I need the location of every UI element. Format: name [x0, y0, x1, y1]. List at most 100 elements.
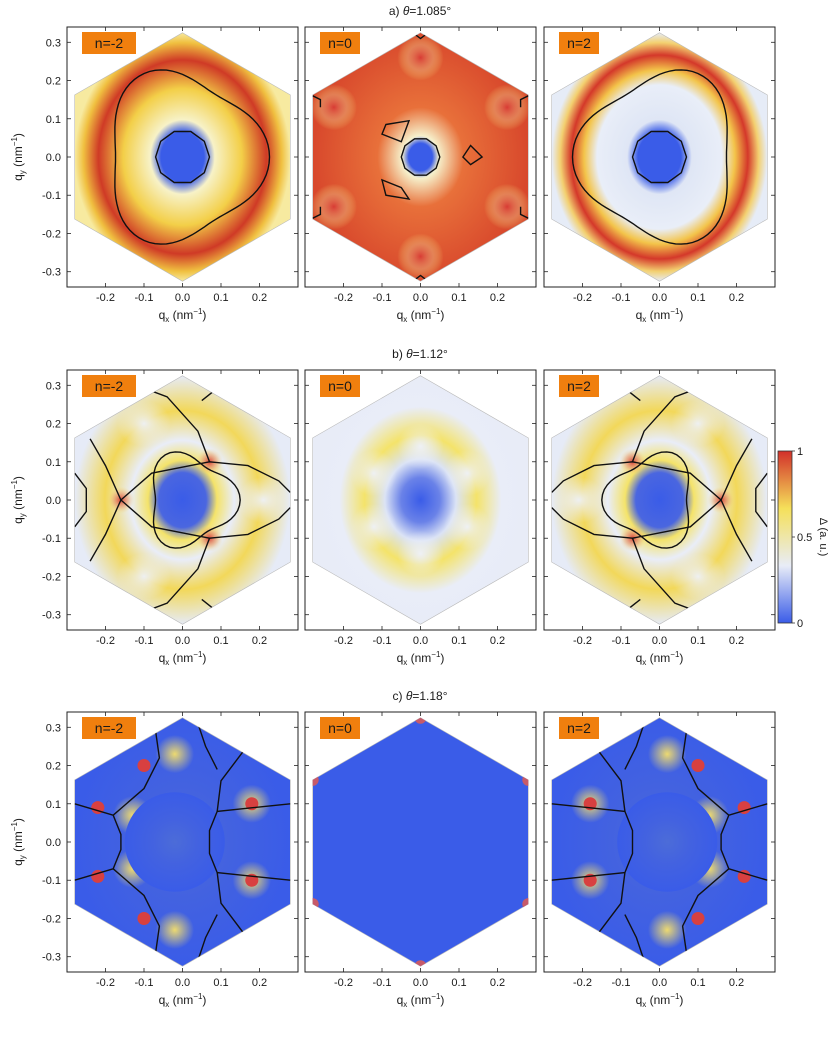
x-tick-label: -0.1: [612, 635, 631, 647]
x-tick-label: -0.2: [96, 977, 115, 989]
panel-label-badge: [82, 375, 136, 397]
heatmap-blob: [155, 910, 195, 950]
contour-line: [624, 914, 645, 961]
y-tick-label: -0.3: [42, 610, 61, 622]
panel-label-badge: [82, 32, 136, 54]
heatmap-blob: [397, 233, 444, 280]
y-tick-label: -0.2: [42, 228, 61, 240]
contour-line: [681, 730, 730, 816]
heatmap-blob: [551, 477, 606, 523]
x-tick-label: 0.1: [213, 977, 228, 989]
y-tick-label: 0.1: [46, 114, 61, 126]
contour-line: [312, 206, 322, 219]
y-tick-label: -0.3: [42, 267, 61, 279]
x-tick-label: -0.2: [573, 977, 592, 989]
heatmap-blob: [647, 734, 687, 774]
heatmap-blob: [91, 869, 105, 883]
x-tick-label: 0.0: [175, 977, 190, 989]
heatmap-hexagon: [312, 375, 529, 625]
contour-line: [461, 144, 484, 166]
contour-line: [381, 119, 411, 143]
heatmap-texture: [551, 380, 768, 620]
y-axis-label: qy (nm−1): [10, 476, 27, 524]
x-tick-label: -0.1: [373, 635, 392, 647]
contour-line: [601, 451, 690, 549]
x-tick-label: -0.1: [373, 977, 392, 989]
heatmap-blob: [397, 423, 444, 470]
panel: -0.2 -0.1 0.0 0.1 0.2 qx (nm−1) n=0: [304, 26, 537, 324]
y-axis-label: qy (nm−1): [10, 133, 27, 181]
heatmap-blob: [647, 910, 687, 950]
contour-line: [112, 868, 161, 953]
heatmap-blob: [117, 400, 171, 447]
contour-line: [551, 499, 722, 539]
y-tick-label: 0.3: [46, 722, 61, 734]
x-tick-label: 0.0: [413, 292, 428, 304]
contour-line: [519, 95, 529, 108]
x-tick-label: 0.0: [175, 292, 190, 304]
x-tick-label: 0.2: [729, 977, 744, 989]
heatmap-texture: [551, 723, 768, 961]
x-tick-label: -0.1: [612, 977, 631, 989]
x-tick-label: 0.0: [413, 977, 428, 989]
contour-line: [197, 723, 218, 770]
heatmap-blob: [397, 34, 444, 81]
panel-label-badge: [320, 375, 360, 397]
x-tick-label: -0.1: [135, 977, 154, 989]
x-tick-label: 0.1: [451, 635, 466, 647]
x-axis-label: qx (nm−1): [159, 307, 207, 324]
heatmap-blob: [691, 911, 705, 925]
colorbar-gradient: [777, 450, 793, 624]
x-tick-label: 0.2: [729, 292, 744, 304]
x-tick-label: 0.1: [451, 292, 466, 304]
heatmap-hexagon: [74, 32, 291, 282]
panel: -0.2 -0.1 0.0 0.1 0.2 qx (nm−1) n=0: [304, 369, 537, 667]
heatmap-blob: [671, 553, 725, 600]
panel: -0.2 -0.1 0.0 0.1 0.2 0.3 0.2 0.1 0.0 -0.1 -0.2 -0.…: [10, 26, 299, 324]
contour-line: [681, 868, 730, 954]
contour-line: [720, 803, 768, 881]
contour-line: [551, 461, 722, 501]
panel-label: n=2: [567, 35, 591, 51]
colorbar-tick-label: 1: [797, 446, 803, 458]
contour-line: [120, 499, 291, 539]
panel-label: n=2: [567, 720, 591, 736]
row-title: c) θ=1.18°: [392, 689, 447, 703]
x-tick-label: 0.2: [252, 635, 267, 647]
heatmap-blob: [671, 400, 725, 447]
x-tick-label: -0.2: [334, 977, 353, 989]
contour-line: [74, 472, 87, 528]
x-axis-label: qx (nm−1): [397, 650, 445, 667]
heatmap-blob: [117, 553, 171, 600]
panel: -0.2 -0.1 0.0 0.1 0.2 qx (nm−1) n=2: [543, 369, 776, 667]
panel-label: n=-2: [95, 35, 124, 51]
y-tick-label: 0.1: [46, 457, 61, 469]
y-tick-label: -0.2: [42, 913, 61, 925]
contour-line: [400, 138, 441, 176]
panel-label: n=0: [328, 720, 352, 736]
heatmap-hexagon: [312, 32, 529, 282]
x-tick-label: -0.2: [334, 635, 353, 647]
heatmap-blob: [617, 792, 718, 892]
panel-label: n=2: [567, 378, 591, 394]
y-tick-label: 0.0: [46, 837, 61, 849]
contour-line: [208, 803, 291, 881]
contour-line: [197, 914, 218, 961]
heatmap-blob: [91, 801, 105, 815]
x-axis-label: qx (nm−1): [159, 650, 207, 667]
panel-label-badge: [559, 32, 599, 54]
heatmap-blob: [312, 84, 357, 131]
x-tick-label: -0.2: [96, 292, 115, 304]
x-tick-label: 0.2: [252, 292, 267, 304]
x-tick-label: 0.1: [690, 292, 705, 304]
colorbar-tick-label: 0: [797, 618, 803, 630]
heatmap-blob: [737, 801, 751, 815]
heatmap-texture: [350, 423, 491, 577]
heatmap-blob: [155, 734, 195, 774]
contour-line: [755, 472, 768, 528]
x-axis-label: qx (nm−1): [397, 307, 445, 324]
heatmap-blob: [137, 911, 151, 925]
row-title-text: c) θ=1.18°: [392, 689, 447, 703]
x-tick-label: 0.0: [652, 292, 667, 304]
x-tick-label: 0.1: [690, 977, 705, 989]
